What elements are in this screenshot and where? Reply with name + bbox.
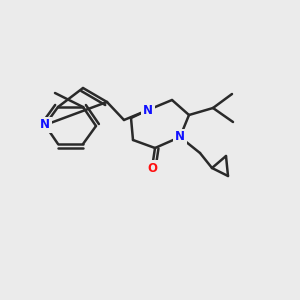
Text: N: N (175, 130, 185, 143)
Text: O: O (147, 161, 157, 175)
Text: N: N (143, 103, 153, 116)
Text: N: N (40, 118, 50, 131)
